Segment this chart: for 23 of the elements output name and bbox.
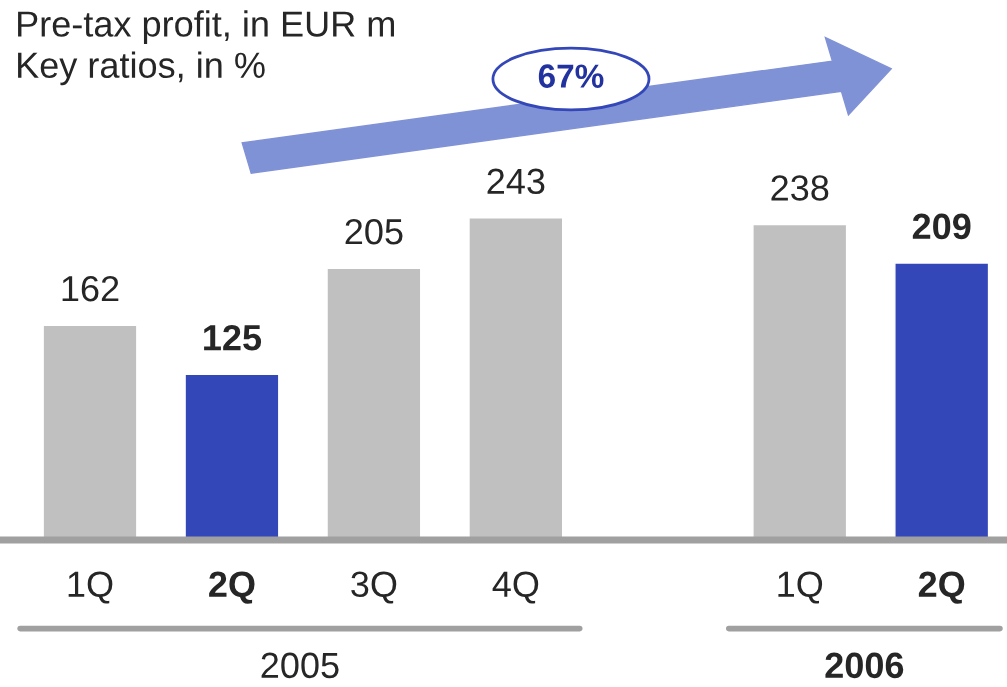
bar	[752, 223, 848, 540]
bar	[894, 262, 990, 540]
data-label: 238	[771, 175, 829, 201]
bar	[468, 217, 564, 540]
x-tick-label: 2Q	[209, 571, 255, 604]
x-tick-label: 2Q	[918, 571, 965, 604]
bar	[184, 373, 280, 540]
data-label: 125	[204, 324, 262, 351]
x-tick-label: 1Q	[68, 571, 113, 604]
data-label: 243	[487, 168, 545, 195]
x-tick-label: 1Q	[778, 571, 823, 604]
x-tick-label: 3Q	[351, 571, 397, 604]
text: 67%	[538, 64, 604, 88]
chart-title: Pre-tax profit, in EUR m	[18, 10, 394, 44]
bar	[42, 324, 138, 540]
text: 2006	[825, 652, 904, 679]
text: 2005	[261, 652, 339, 679]
chart-subtitle: Key ratios, in %	[18, 51, 265, 86]
bar	[326, 267, 422, 540]
data-label: 209	[912, 213, 971, 240]
x-tick-label: 4Q	[492, 571, 539, 604]
data-label: 162	[62, 275, 119, 302]
data-label: 205	[345, 218, 403, 245]
